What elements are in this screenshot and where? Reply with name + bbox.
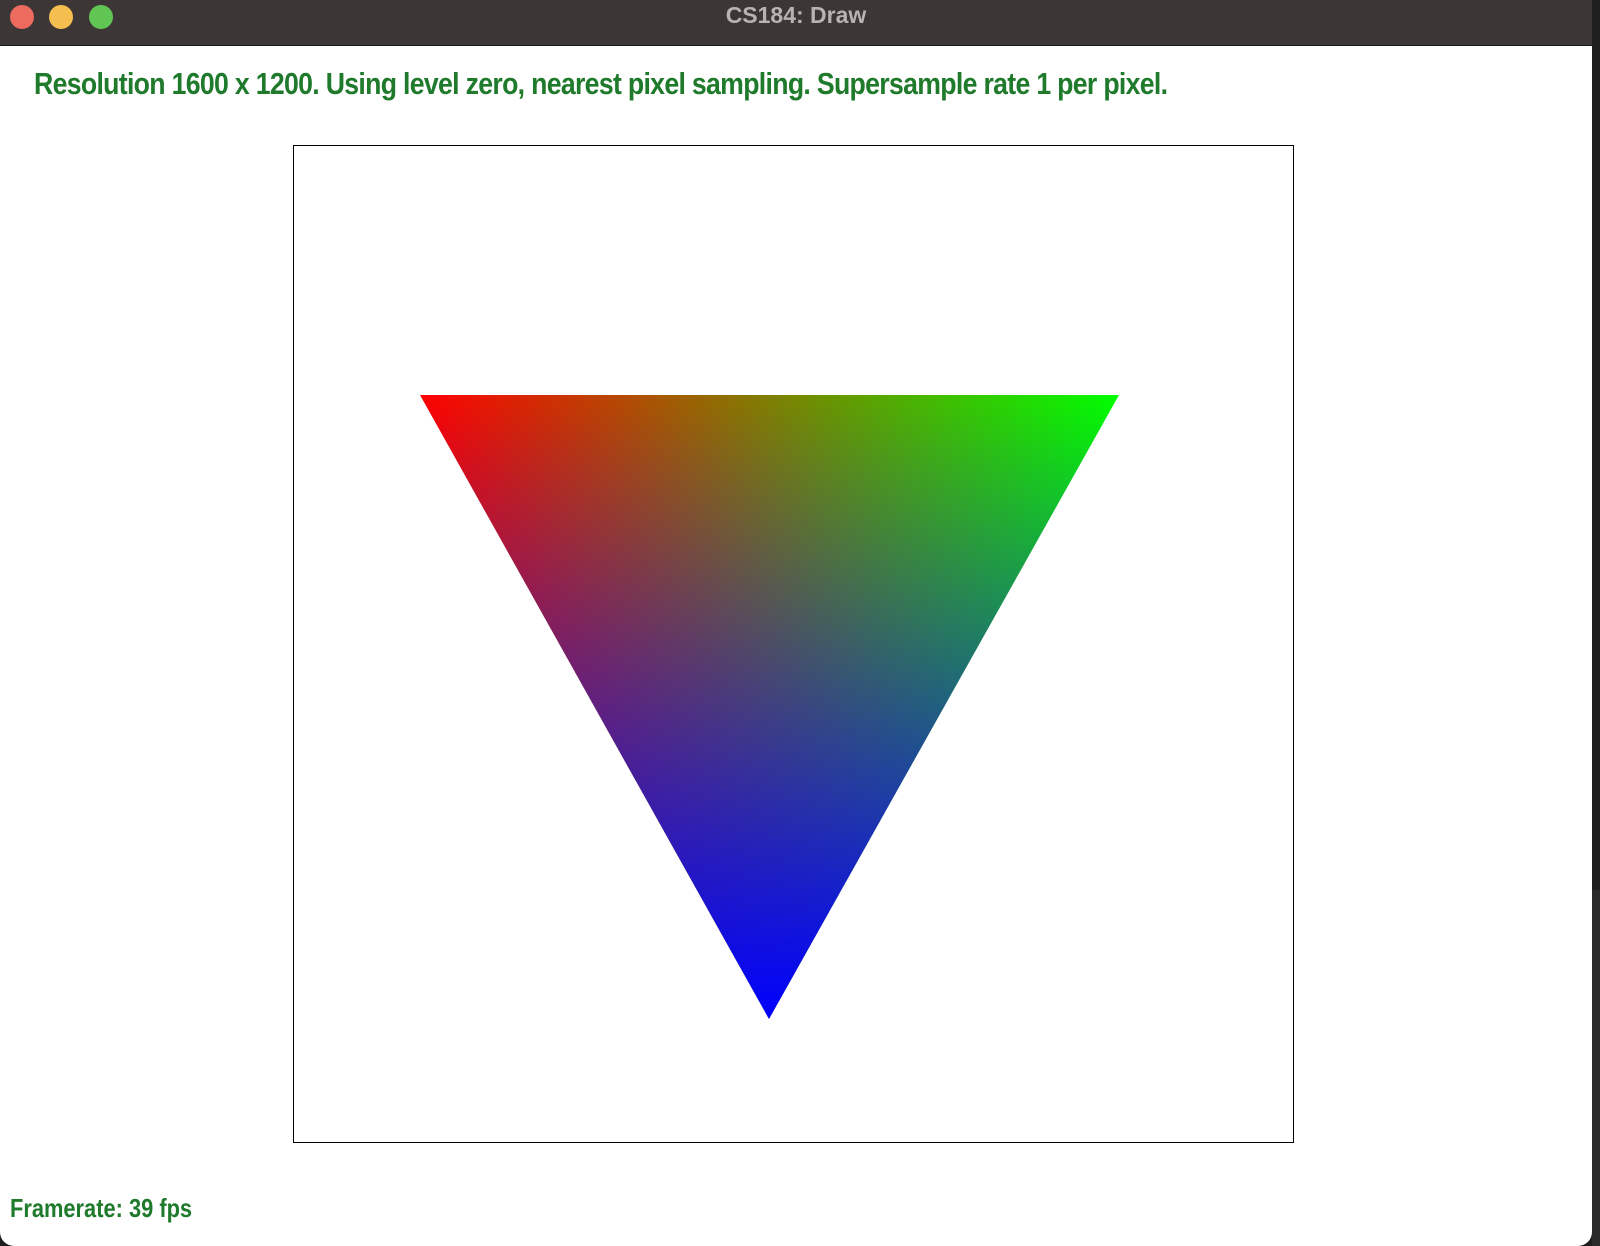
render-status-text: Resolution 1600 x 1200. Using level zero… [34,66,1168,101]
window-title: CS184: Draw [725,2,867,28]
framerate-readout: Framerate: 39 fps [10,1193,193,1223]
minimize-window-button[interactable] [49,5,73,29]
title-bar[interactable]: CS184: Draw [0,0,1592,46]
background-window-edge [1592,890,1600,1246]
close-window-button[interactable] [10,5,34,29]
shaded-triangle [420,395,1119,1019]
drawing-canvas[interactable] [293,145,1294,1143]
triangle-blue-layer [420,395,1119,1019]
maximize-window-button[interactable] [89,5,113,29]
